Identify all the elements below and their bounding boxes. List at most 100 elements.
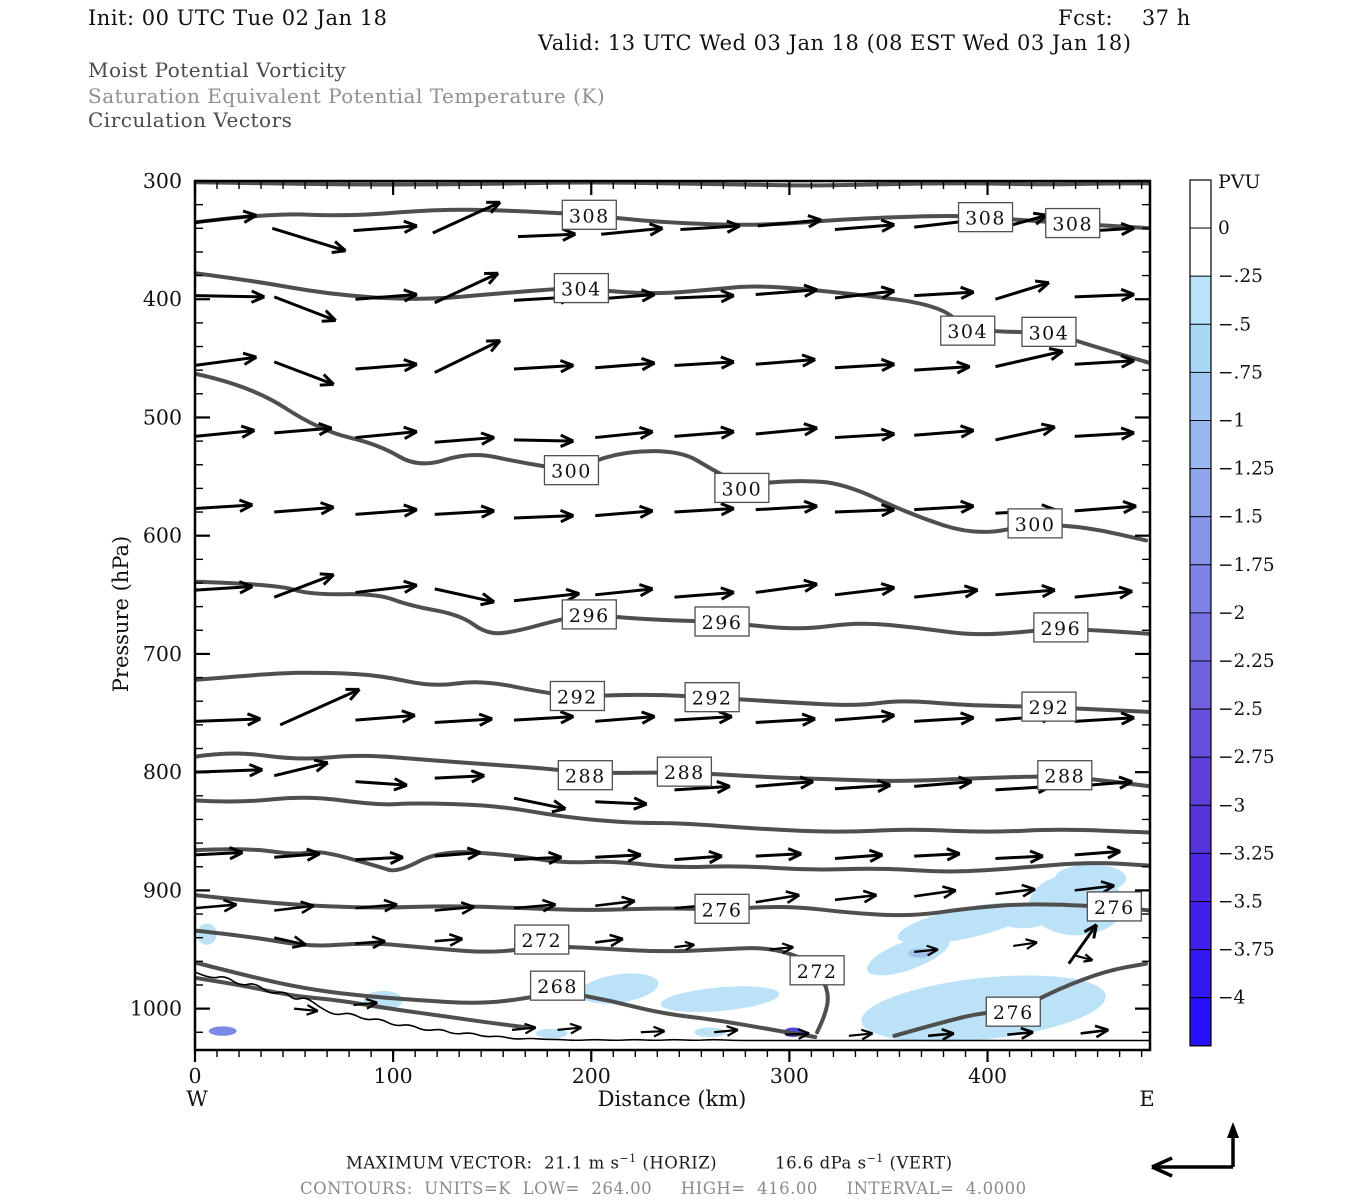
circulation-vector-arrow-head (803, 283, 818, 292)
plot-border (193, 179, 1152, 1052)
circulation-vector-arrow-head (1123, 504, 1137, 515)
contour-label-value: 304 (947, 321, 988, 343)
circulation-vector-arrow-head (1106, 845, 1121, 853)
mpv-shading-region (208, 1026, 237, 1036)
contour-label-value: 296 (702, 612, 743, 634)
contour-label-value: 304 (1029, 322, 1070, 344)
circulation-vector-arrow-head (404, 584, 418, 594)
circulation-vector-arrow-head (960, 499, 975, 508)
circulation-vector-arrow (279, 688, 361, 727)
colorbar-cell (1189, 997, 1212, 1047)
circulation-vector-arrow-head (480, 504, 495, 513)
circulation-vector-arrow-head (957, 775, 973, 784)
max-vector-vert-exponent: −1 (866, 1152, 884, 1165)
circulation-vector-arrow-head (610, 937, 624, 948)
circulation-vector-arrow (1074, 884, 1115, 892)
circulation-vector-arrow-head (941, 1032, 955, 1041)
circulation-vector-arrow (785, 1032, 810, 1036)
circulation-vector-arrow-head (228, 846, 244, 854)
circulation-vector-arrow-head (1083, 959, 1093, 963)
contour-label-box (656, 756, 713, 787)
circulation-vector-arrow (674, 430, 735, 438)
contour-label-value: 300 (551, 461, 592, 483)
circulation-vector-arrow-head (881, 223, 896, 233)
circulation-vector-arrow-head (788, 852, 802, 862)
circulation-vector-arrow (274, 852, 320, 859)
circulation-vector-arrow-head (638, 583, 654, 591)
circulation-vector-arrow (1080, 1028, 1109, 1035)
isotherm-contour-272 (195, 928, 830, 1035)
circulation-vector-arrow-head (720, 355, 735, 364)
circulation-vector-arrow (769, 946, 794, 951)
circulation-vector-arrow (355, 293, 418, 301)
contour-label-box (1037, 760, 1093, 791)
circulation-vector-arrow (1074, 954, 1093, 962)
colorbar-cell (1189, 227, 1212, 277)
contour-label-box (1033, 612, 1089, 643)
circulation-vector-arrow (927, 1032, 954, 1038)
circulation-vector-arrow-head (1092, 924, 1098, 939)
colorbar-frame (1189, 179, 1212, 1047)
circulation-vector-arrow-head (881, 362, 896, 373)
colorbar-tick-label: −1.75 (1218, 555, 1275, 576)
circulation-vector-arrow (1074, 359, 1135, 366)
circulation-vector-arrow-head (860, 1028, 873, 1035)
circulation-vector-arrow-head (1121, 359, 1135, 369)
y-axis-tick-label: 500 (143, 405, 182, 429)
circulation-vector-arrow (273, 936, 307, 947)
circulation-vector-arrow-head (960, 290, 975, 300)
forecast-hour-label: Fcst: 37 h (1058, 6, 1191, 30)
circulation-vector-arrow-head (782, 946, 794, 955)
circulation-vector-arrow (914, 889, 957, 898)
circulation-vector-arrow-head (401, 714, 416, 724)
circulation-vector-arrow-head (489, 201, 502, 214)
x-axis-title: Distance (km) (598, 1087, 747, 1111)
circulation-vector-arrow-head (718, 710, 733, 718)
circulation-vector-arrow (195, 428, 255, 438)
circulation-vector-arrow-head (1037, 281, 1050, 294)
circulation-vector-arrow-head (480, 600, 495, 607)
circulation-vector-arrow-head (548, 855, 563, 865)
circulation-vector-arrow-head (243, 213, 258, 224)
mpv-shading-region (579, 973, 659, 1004)
circulation-vector-arrow-head (403, 503, 418, 512)
circulation-vector-arrow-head (559, 710, 574, 718)
circulation-vector-arrow (274, 426, 332, 435)
circulation-vector-arrow-head (804, 504, 818, 514)
circulation-vector-arrow (595, 430, 653, 440)
y-axis-tick-label: 800 (143, 760, 182, 784)
circulation-vector-arrow-head (372, 940, 386, 950)
isotherm-contour-284 (195, 795, 1150, 835)
colorbar-title: PVU (1218, 171, 1261, 193)
circulation-vector-arrow (914, 504, 974, 512)
circulation-vector-arrow (195, 585, 253, 592)
circulation-vector-arrow (755, 582, 818, 594)
circulation-vector-arrow-head (798, 1032, 810, 1040)
circulation-vector-arrow-head (471, 774, 485, 784)
circulation-vector-arrow-head (804, 426, 818, 437)
circulation-vector-arrow-head (559, 359, 574, 367)
circulation-vector-arrow-head (251, 289, 265, 299)
circulation-vector-arrow-head (570, 1026, 582, 1035)
circulation-vector-arrow-head (365, 997, 378, 1004)
circulation-vector-arrow-head (960, 285, 975, 294)
circulation-vector-arrow-head (708, 854, 723, 865)
circulation-vector-arrow (834, 853, 883, 860)
contour-label-box (684, 682, 740, 713)
circulation-vector-arrow (195, 355, 257, 367)
circulation-vector-arrow (755, 780, 814, 788)
circulation-vector-arrow (1074, 504, 1137, 513)
circulation-vector-arrow (1074, 431, 1135, 438)
circulation-vector-arrow-head (478, 712, 493, 721)
contour-label-box (561, 599, 617, 630)
circulation-vector-arrow-head (960, 504, 975, 514)
colorbar-cell (1189, 804, 1212, 854)
colorbar-tick-label: −1.5 (1218, 507, 1263, 528)
circulation-vector-arrow-head (1095, 1028, 1110, 1039)
circulation-vector-arrow-head (1119, 589, 1133, 600)
circulation-vector-arrow-head (649, 226, 664, 237)
field-title-sat-equiv-potential-temperature: Saturation Equivalent Potential Temperat… (88, 84, 606, 108)
colorbar-cell (1189, 323, 1212, 373)
circulation-vector-arrow-head (716, 785, 731, 795)
